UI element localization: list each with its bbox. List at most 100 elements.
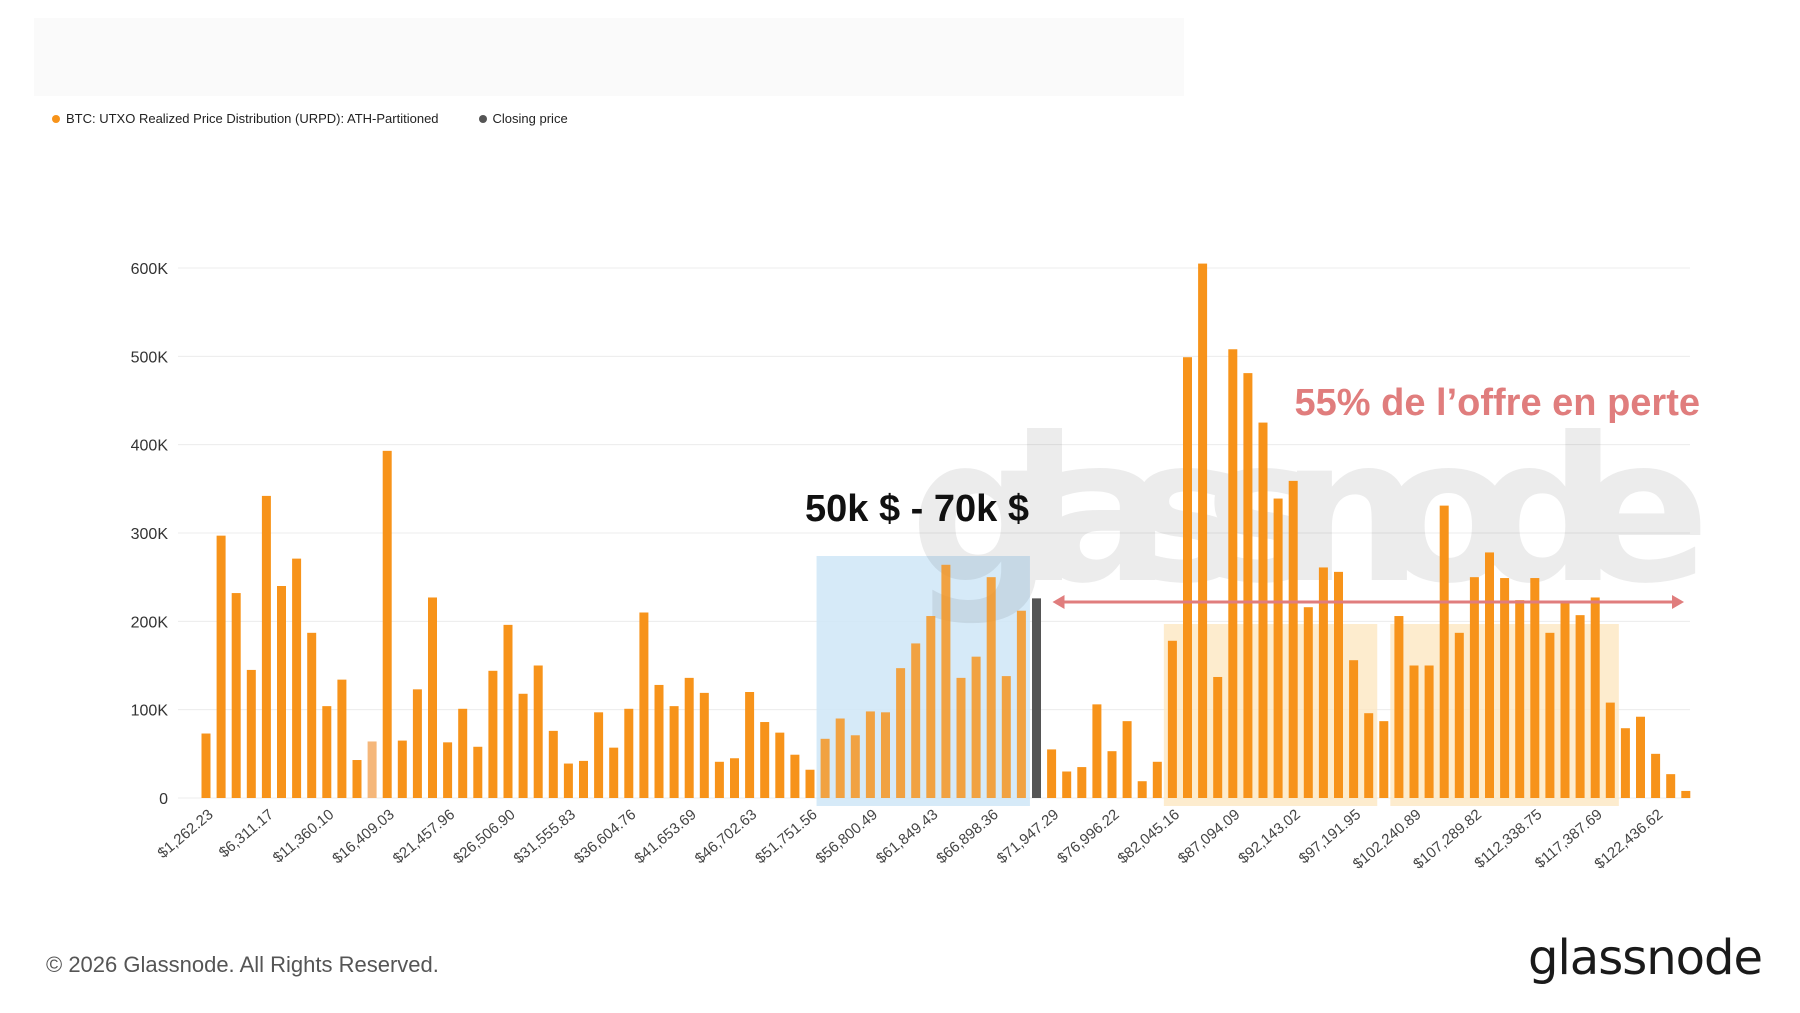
legend-label-urpd: BTC: UTXO Realized Price Distribution (U…	[66, 111, 439, 126]
bar	[1424, 665, 1434, 798]
bar	[201, 733, 211, 798]
bar	[911, 643, 921, 798]
highlight-range-orange	[1163, 624, 1378, 806]
x-tick-label: $16,409.03	[329, 806, 397, 867]
bar	[1077, 767, 1087, 798]
bar	[1016, 610, 1026, 798]
y-tick-label: 200K	[131, 614, 169, 631]
bar	[594, 712, 604, 798]
bar	[246, 669, 256, 798]
bar	[1349, 660, 1359, 798]
bar	[820, 738, 830, 798]
bar	[563, 763, 573, 798]
bar	[1107, 751, 1117, 798]
bar	[1575, 615, 1585, 798]
bar	[926, 616, 936, 798]
bar	[1409, 665, 1419, 798]
y-axis-ticks: 0 100K 200K 300K 400K 500K 600K	[131, 261, 169, 808]
bar	[548, 730, 558, 798]
bars	[201, 263, 1691, 798]
bar	[292, 558, 302, 798]
y-tick-label: 500K	[131, 349, 169, 366]
bar	[337, 679, 347, 798]
closing-price-bar	[1032, 598, 1041, 798]
x-tick-label: $31,555.83	[511, 806, 579, 867]
x-tick-label: $76,996.22	[1054, 806, 1122, 867]
bar	[397, 740, 407, 798]
bar	[1545, 632, 1555, 798]
bar	[1439, 505, 1449, 798]
bar	[971, 656, 981, 798]
x-tick-label: $11,360.10	[270, 806, 338, 867]
arrow-head-left	[1052, 595, 1065, 609]
y-tick-label: 300K	[131, 526, 169, 543]
y-tick-label: 100K	[131, 703, 169, 720]
loss-arrow	[1052, 595, 1684, 609]
bar	[986, 577, 996, 798]
legend: BTC: UTXO Realized Price Distribution (U…	[52, 111, 608, 126]
bar	[684, 677, 694, 798]
bar	[1500, 578, 1510, 798]
legend-dot-urpd-icon	[52, 114, 60, 123]
range-annotation: 50k $ - 70k $	[805, 488, 1029, 530]
bar	[1636, 716, 1645, 798]
legend-label-closing-price: Closing price	[492, 111, 568, 126]
bar	[669, 706, 679, 798]
bar	[1651, 753, 1661, 798]
bar	[1122, 721, 1132, 798]
bar	[1379, 721, 1389, 798]
bar	[1485, 552, 1494, 798]
bar	[730, 758, 739, 798]
bar	[1454, 632, 1464, 798]
brand-logo: glassnode	[1527, 930, 1763, 986]
x-tick-label: $51,751.56	[752, 806, 820, 867]
bar	[1183, 357, 1192, 798]
bar	[1530, 578, 1540, 798]
bar	[443, 742, 453, 798]
bar	[805, 769, 815, 798]
bar	[714, 761, 724, 798]
y-tick-label: 0	[159, 791, 168, 808]
bar	[1288, 480, 1298, 798]
bar	[1318, 567, 1328, 798]
bar	[1228, 349, 1238, 798]
bar	[1515, 600, 1525, 798]
bar	[216, 535, 226, 798]
bar	[956, 677, 966, 798]
bar	[1258, 422, 1268, 798]
bar	[1243, 373, 1253, 798]
x-tick-label: $92,143.02	[1235, 806, 1303, 867]
x-tick-label: $82,045.16	[1115, 806, 1183, 867]
bar	[458, 708, 468, 798]
bar	[1666, 774, 1676, 798]
bar	[1605, 702, 1615, 798]
bar	[533, 665, 543, 798]
bar	[881, 712, 890, 798]
header-strip	[34, 18, 1184, 96]
bar	[624, 708, 634, 798]
watermark: glassnode	[910, 395, 1710, 628]
bar	[1590, 597, 1600, 798]
bar	[639, 612, 649, 798]
x-axis-ticks: $1,262.23 $6,311.17$11,360.10$16,409.03$2…	[155, 806, 1667, 873]
bar	[775, 732, 785, 798]
x-tick-label: $56,800.49	[813, 806, 881, 867]
bar	[1137, 781, 1147, 798]
legend-item-closing-price[interactable]: Closing price	[478, 111, 568, 126]
x-tick-label: $26,506.90	[450, 806, 518, 867]
bar	[322, 706, 332, 798]
y-tick-label: 600K	[131, 261, 169, 278]
bar	[1364, 713, 1374, 798]
bar	[1001, 676, 1011, 798]
loss-annotation: 55% de l’offre en perte	[1295, 382, 1700, 424]
bar	[835, 718, 845, 798]
x-tick-label: $41,653.69	[631, 806, 699, 867]
bar	[760, 722, 770, 798]
bar	[1167, 640, 1177, 798]
bar	[1213, 676, 1223, 798]
legend-item-urpd[interactable]: BTC: UTXO Realized Price Distribution (U…	[52, 111, 439, 126]
x-tick-label: $61,849.43	[873, 806, 941, 867]
bar	[428, 597, 437, 798]
bar	[579, 760, 588, 798]
